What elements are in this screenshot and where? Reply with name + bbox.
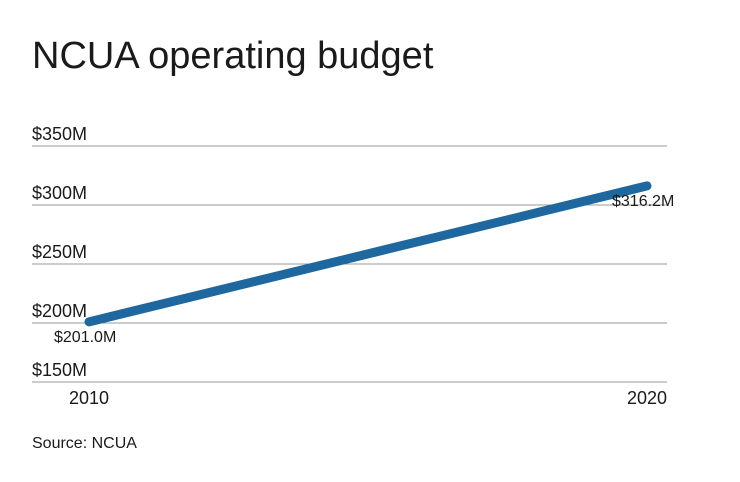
y-tick-label: $150M xyxy=(32,360,87,380)
y-tick-label: $250M xyxy=(32,242,87,262)
chart-title: NCUA operating budget xyxy=(32,35,434,77)
x-tick-label: 2010 xyxy=(69,388,109,408)
y-tick-label: $350M xyxy=(32,124,87,144)
source-note: Source: NCUA xyxy=(32,435,137,452)
y-tick-label: $200M xyxy=(32,301,87,321)
y-tick-label: $300M xyxy=(32,183,87,203)
data-line xyxy=(84,181,652,327)
value-label: $201.0M xyxy=(54,329,116,346)
x-tick-label: 2020 xyxy=(627,388,667,408)
value-label: $316.2M xyxy=(612,193,674,210)
